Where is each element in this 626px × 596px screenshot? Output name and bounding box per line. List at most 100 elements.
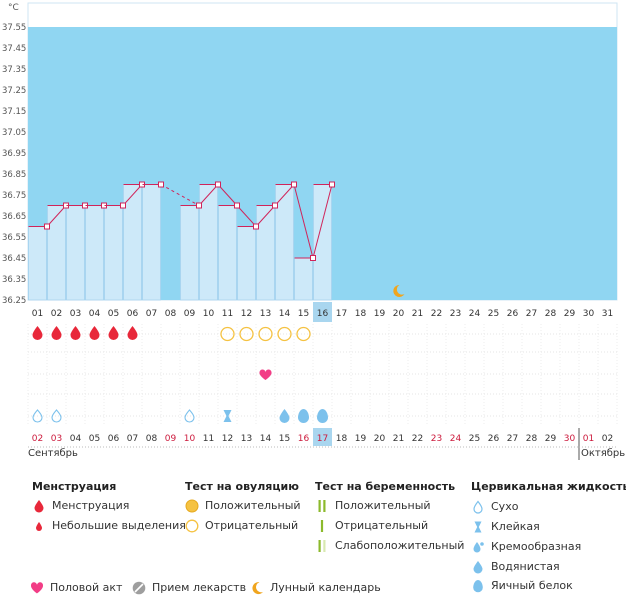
cycle-day-label: 09 (184, 309, 196, 319)
y-tick-label: 36.25 (2, 296, 26, 306)
temperature-line-segment (217, 184, 238, 206)
faint-lines-icon (315, 539, 329, 553)
calendar-date-label: 15 (279, 434, 290, 444)
y-tick-label: 36.85 (2, 170, 26, 180)
temperature-line-segment (46, 205, 67, 227)
cycle-day-label: 13 (260, 309, 271, 319)
legend-ovulation-negative-label: Отрицательный (205, 519, 299, 532)
calendar-date-label: 10 (184, 434, 196, 444)
menstruation-drop (89, 326, 100, 340)
fluid-dry-marker (51, 409, 62, 423)
temperature-point (329, 181, 335, 188)
legend-fluid-creamy: Кремообразная (471, 539, 581, 555)
legend-lunar: Лунный календарь (250, 580, 381, 596)
calendar-date-label: 23 (431, 434, 442, 444)
y-tick-label: 36.45 (2, 254, 26, 264)
menstruation-drop (51, 326, 62, 340)
cycle-day-label: 24 (469, 309, 481, 319)
calendar-date-label: 09 (165, 434, 177, 444)
blood-drop-icon (32, 499, 46, 513)
temperature-point (196, 202, 202, 209)
cycle-day-label: 04 (89, 309, 101, 319)
calendar-date-label: 26 (488, 434, 500, 444)
legend-ovulation-title: Тест на овуляцию (185, 480, 299, 493)
y-tick-label: 36.65 (2, 212, 26, 222)
y-tick-label: 36.75 (2, 191, 26, 201)
temperature-line-segment (198, 184, 219, 206)
temperature-line-segment (293, 184, 314, 259)
calendar-date-label: 02 (602, 434, 613, 444)
menstruation-drop (32, 326, 43, 340)
temperature-point (44, 223, 50, 230)
bbt-chart: °C 37.55 37.45 37.35 37.25 37.15 37.05 36.95 36.… (2, 2, 625, 460)
menstruation-drop (127, 326, 138, 340)
fluid-watery-marker (279, 409, 290, 423)
two-lines-icon (315, 499, 329, 513)
ovulation-negative-marker (258, 326, 273, 342)
calendar-date-label: 27 (507, 434, 518, 444)
calendar-date-label: 24 (450, 434, 462, 444)
calendar-date-label: 16 (298, 434, 310, 444)
y-tick-label: 37.25 (2, 86, 26, 96)
menstruation-drop (70, 326, 81, 340)
legend-fluid-title: Цервикальная жидкость (471, 480, 626, 493)
cycle-day-label: 10 (203, 309, 215, 319)
calendar-date-label: 19 (355, 434, 367, 444)
y-tick-label: 37.05 (2, 128, 26, 138)
temperature-bar (218, 205, 237, 301)
cycle-day-label: 23 (450, 309, 461, 319)
temperature-point (253, 223, 259, 230)
calendar-date-label: 03 (51, 434, 62, 444)
temperature-line-segment (236, 205, 257, 227)
legend-pregnancy-weak-label: Слабоположительный (335, 539, 465, 552)
temperature-point (291, 181, 297, 188)
cycle-day-label: 18 (355, 309, 367, 319)
temperature-bar (47, 205, 66, 301)
month-end-label: Октябрь (581, 448, 625, 459)
temperature-bar (85, 205, 104, 301)
calendar-date-label: 25 (469, 434, 480, 444)
one-line-icon (315, 519, 329, 533)
calendar-date-label: 30 (564, 434, 576, 444)
temperature-bar (104, 205, 123, 301)
temperature-point (234, 202, 240, 209)
cycle-day-label: 16 (317, 309, 329, 319)
legend-lunar-label: Лунный календарь (270, 581, 381, 594)
legend-fluid-eggwhite-label: Яичный белок (491, 579, 573, 592)
current-day-highlight (313, 302, 332, 322)
cycle-day-label: 30 (583, 309, 595, 319)
calendar-date-label: 18 (336, 434, 348, 444)
legend-pregnancy-weak: Слабоположительный (315, 538, 464, 554)
temperature-bar (256, 205, 275, 301)
cycle-day-label: 12 (241, 309, 252, 319)
cycle-day-label: 02 (51, 309, 62, 319)
legend-fluid-watery: Водянистая (471, 559, 560, 575)
cycle-day-label: 03 (70, 309, 81, 319)
pill-icon (132, 581, 146, 595)
cycle-day-label: 11 (222, 309, 233, 319)
fluid-dry-marker (32, 409, 43, 423)
temperature-point (310, 255, 316, 261)
legend-fluid-watery-label: Водянистая (491, 560, 560, 573)
temperature-dashed-segment (160, 184, 200, 206)
legend-intercourse-label: Половой акт (50, 581, 123, 594)
fluid-sticky-marker (223, 410, 232, 422)
y-tick-label: 37.55 (2, 23, 26, 33)
calendar-date-label: 06 (108, 434, 120, 444)
cycle-day-label: 19 (374, 309, 386, 319)
temperature-line-segment (255, 205, 276, 227)
legend-spotting-label: Небольшие выделения (52, 519, 186, 532)
cycle-day-label: 05 (108, 309, 119, 319)
creamy-drop-icon (471, 540, 485, 554)
temperature-point (272, 202, 278, 209)
legend-medication-label: Прием лекарств (152, 581, 247, 594)
moon-icon (393, 284, 405, 297)
temperature-bar (294, 257, 313, 301)
legend-intercourse: Половой акт (30, 580, 122, 596)
calendar-date-label: 29 (545, 434, 557, 444)
legend-fluid-creamy-label: Кремообразная (491, 540, 582, 553)
calendar-date-label: 05 (89, 434, 100, 444)
calendar-date-label: 12 (222, 434, 233, 444)
fluid-eggwhite-marker (317, 409, 328, 424)
moon-icon (250, 581, 264, 595)
